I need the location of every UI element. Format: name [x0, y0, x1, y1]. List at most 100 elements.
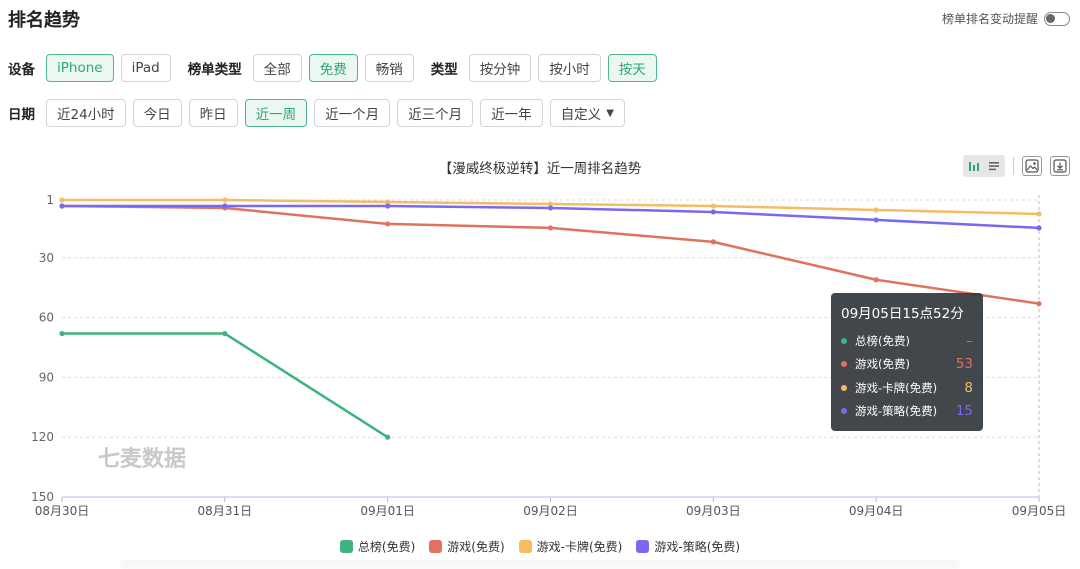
list-icon[interactable] [985, 157, 1003, 175]
data-point [873, 217, 879, 223]
list-type-button-all[interactable]: 全部 [252, 54, 302, 82]
chart-tooltip: 09月05日15点52分 总榜(免费) – 游戏(免费) 53 游戏-卡牌(免费… [831, 293, 983, 431]
y-tick-label: 30 [39, 251, 54, 265]
legend-item[interactable]: 总榜(免费) [339, 538, 416, 555]
list-type-label: 榜单类型 [187, 62, 242, 78]
scroll-shadow [120, 560, 960, 569]
device-label: 设备 [8, 62, 35, 78]
legend-item[interactable]: 游戏-策略(免费) [636, 538, 740, 555]
legend-item[interactable]: 游戏(免费) [429, 538, 505, 555]
device-button-ipad[interactable]: iPad [120, 54, 171, 82]
legend-swatch [636, 540, 650, 553]
alert-toggle[interactable] [1044, 11, 1070, 26]
y-tick-label: 1 [46, 193, 54, 207]
device-button-iphone[interactable]: iPhone [46, 54, 114, 82]
series-line [62, 332, 389, 439]
list-type-button-free[interactable]: 免费 [308, 54, 358, 82]
x-tick-label: 09月04日 [849, 504, 904, 518]
legend-label: 游戏(免费) [447, 540, 505, 554]
data-point [873, 277, 879, 283]
date-button-month[interactable]: 近一个月 [314, 99, 391, 127]
legend-swatch [429, 540, 443, 553]
tooltip-dot [841, 337, 847, 344]
x-tick-label: 08月31日 [198, 504, 253, 518]
legend-label: 游戏-卡牌(免费) [536, 540, 623, 554]
list-type-button-grossing[interactable]: 畅销 [364, 54, 414, 82]
date-button-week[interactable]: 近一周 [244, 99, 308, 127]
date-button-3months[interactable]: 近三个月 [397, 99, 474, 127]
y-tick-label: 120 [31, 430, 54, 444]
legend-swatch [339, 540, 353, 553]
y-tick-label: 150 [31, 490, 54, 504]
image-download-icon[interactable] [1022, 156, 1042, 176]
tooltip-dot [841, 361, 847, 368]
tooltip-series-name: 游戏-卡牌(免费) [855, 380, 938, 395]
date-button-custom[interactable]: 自定义 ▼ [549, 99, 625, 127]
data-point [873, 207, 879, 213]
caret-down-icon: ▼ [606, 107, 614, 119]
tooltip-value: 53 [955, 356, 973, 373]
download-icon[interactable] [1050, 156, 1070, 176]
x-tick-label: 09月05日 [1012, 504, 1067, 518]
tooltip-series-name: 总榜(免费) [855, 333, 910, 348]
legend-label: 游戏-策略(免费) [654, 540, 741, 554]
page-title: 排名趋势 [8, 10, 80, 31]
data-point [1036, 225, 1042, 231]
alert-label: 榜单排名变动提醒 [941, 12, 1038, 26]
tooltip-value: – [966, 332, 973, 349]
tooltip-row: 游戏-策略(免费) 15 [841, 400, 973, 424]
toggle-knob [1046, 13, 1055, 23]
y-tick-label: 60 [39, 311, 54, 325]
toolbar-divider [1013, 157, 1014, 175]
chart-title: 【漫威终极逆转】近一周排名趋势 [438, 161, 642, 177]
x-tick-label: 09月03日 [686, 504, 741, 518]
filter-row-date: 日期 近24小时 今日 昨日 近一周 近一个月 近三个月 近一年 自定义 ▼ [8, 99, 625, 127]
y-tick-label: 90 [39, 370, 54, 384]
date-button-today[interactable]: 今日 [132, 99, 182, 127]
tooltip-series-name: 游戏(免费) [855, 357, 910, 372]
type-button-day[interactable]: 按天 [607, 54, 657, 82]
rank-change-alert: 榜单排名变动提醒 [942, 10, 1070, 27]
data-point [385, 221, 391, 227]
date-button-yesterday[interactable]: 昨日 [188, 99, 238, 127]
x-tick-label: 08月30日 [35, 504, 90, 518]
data-point [710, 239, 716, 245]
type-label: 类型 [430, 62, 458, 78]
chart-legend: 总榜(免费) 游戏(免费) 游戏-卡牌(免费) 游戏-策略(免费) [0, 538, 1080, 555]
date-label: 日期 [8, 107, 35, 123]
filter-row-device: 设备 iPhone iPad 榜单类型 全部 免费 畅销 类型 按分钟 按小时 … [8, 54, 657, 82]
type-button-hour[interactable]: 按小时 [538, 54, 601, 82]
data-point [547, 201, 554, 207]
data-point [385, 203, 391, 209]
date-button-year[interactable]: 近一年 [480, 99, 543, 127]
data-point [59, 197, 65, 203]
data-point [1036, 301, 1042, 307]
data-point [385, 434, 391, 440]
legend-label: 总榜(免费) [357, 540, 416, 554]
tooltip-dot [841, 384, 847, 391]
data-point [222, 197, 228, 203]
data-point [710, 209, 716, 215]
view-switch [963, 155, 1005, 177]
custom-label: 自定义 [560, 107, 602, 123]
x-tick-label: 09月01日 [360, 504, 415, 518]
legend-item[interactable]: 游戏-卡牌(免费) [518, 538, 623, 555]
date-button-24h[interactable]: 近24小时 [46, 99, 126, 127]
tooltip-title: 09月05日15点52分 [841, 306, 964, 322]
x-tick-label: 09月02日 [523, 504, 578, 518]
tooltip-row: 游戏(免费) 53 [841, 353, 973, 377]
data-point [710, 203, 716, 209]
tooltip-dot [841, 408, 847, 415]
tooltip-value: 15 [955, 403, 973, 420]
data-point [222, 203, 228, 209]
type-button-minute[interactable]: 按分钟 [468, 54, 532, 82]
data-point [222, 330, 228, 337]
data-point [547, 205, 554, 211]
bar-chart-icon[interactable] [965, 157, 983, 175]
data-point [59, 203, 65, 209]
tooltip-row: 游戏-卡牌(免费) 8 [841, 376, 973, 400]
chart-toolbar [963, 155, 1070, 177]
watermark: 七麦数据 [98, 446, 186, 472]
data-point [59, 330, 65, 337]
